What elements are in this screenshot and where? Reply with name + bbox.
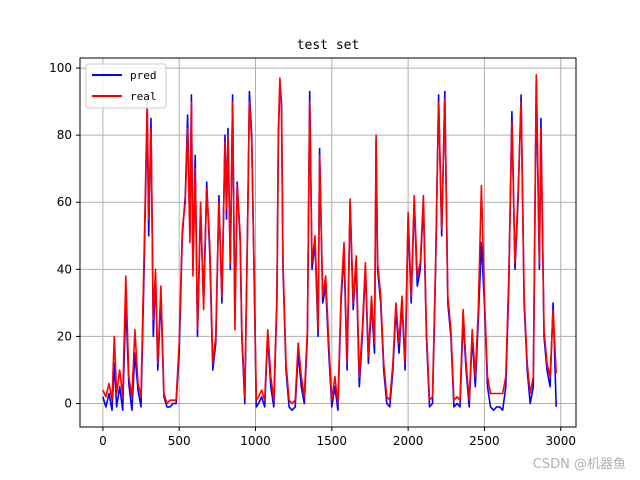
series-layer [102,74,557,412]
watermark: CSDN @机器鱼 [532,457,626,472]
x-tick-label: 500 [168,434,191,448]
y-tick-label: 40 [57,262,72,276]
x-tick-label: 0 [99,434,107,448]
plot-frame [79,57,577,428]
y-tick-label: 0 [64,397,72,411]
x-tick-label: 2000 [393,434,424,448]
x-tick-label: 2500 [469,434,500,448]
series-line-real [102,74,557,405]
y-tick-label: 80 [57,128,72,142]
x-tick-label: 1500 [317,434,348,448]
legend-label-pred: pred [130,69,157,82]
tick-layer: 0 500 1000 1500 2000 2500 3000 0 20 40 60 80 100 [49,61,576,448]
x-tick-label: 1000 [240,434,271,448]
y-tick-label: 60 [57,195,72,209]
y-tick-label: 20 [57,329,72,343]
legend: pred real [85,63,167,109]
x-tick-label: 3000 [545,434,576,448]
y-tick-label: 100 [49,61,72,75]
chart-title: test set [297,38,360,53]
legend-label-real: real [130,90,157,103]
grid-layer [80,58,576,427]
